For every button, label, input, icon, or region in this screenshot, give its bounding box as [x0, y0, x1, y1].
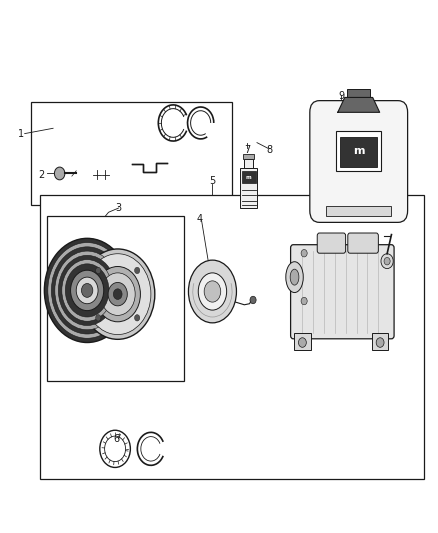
Text: 3: 3 — [116, 203, 122, 213]
Circle shape — [51, 247, 123, 334]
Circle shape — [76, 277, 98, 304]
Circle shape — [95, 267, 101, 273]
Circle shape — [62, 260, 113, 321]
FancyBboxPatch shape — [348, 233, 378, 253]
Circle shape — [58, 255, 116, 326]
Text: 6: 6 — [113, 434, 120, 445]
Text: 9: 9 — [338, 91, 344, 101]
Circle shape — [55, 251, 120, 330]
Text: 1: 1 — [18, 128, 24, 139]
FancyBboxPatch shape — [317, 233, 346, 253]
Circle shape — [81, 249, 155, 340]
Circle shape — [65, 264, 109, 317]
Text: m: m — [353, 146, 364, 156]
Bar — [347, 89, 370, 98]
Bar — [336, 131, 381, 171]
FancyBboxPatch shape — [290, 245, 394, 339]
Polygon shape — [338, 98, 380, 112]
Ellipse shape — [290, 269, 299, 285]
Polygon shape — [132, 160, 143, 165]
Circle shape — [384, 257, 390, 265]
Circle shape — [298, 338, 306, 348]
Polygon shape — [149, 163, 166, 172]
Circle shape — [85, 254, 151, 335]
Circle shape — [48, 243, 127, 338]
Text: 2: 2 — [39, 169, 45, 180]
Bar — [46, 216, 184, 381]
Bar — [240, 168, 258, 208]
Bar — [31, 102, 232, 205]
Ellipse shape — [204, 281, 221, 302]
Text: 4: 4 — [196, 214, 202, 224]
Bar — [326, 206, 392, 216]
Circle shape — [81, 284, 93, 297]
Circle shape — [44, 238, 130, 343]
Bar — [340, 138, 377, 166]
Circle shape — [54, 167, 65, 180]
Ellipse shape — [286, 262, 303, 293]
Circle shape — [134, 314, 140, 321]
Circle shape — [93, 169, 101, 179]
Circle shape — [381, 254, 393, 269]
Circle shape — [250, 296, 256, 304]
Text: 5: 5 — [209, 176, 215, 187]
Bar — [242, 171, 256, 183]
Circle shape — [100, 273, 135, 316]
Bar — [243, 154, 254, 159]
Bar — [294, 334, 311, 351]
Circle shape — [95, 314, 101, 321]
Ellipse shape — [198, 273, 226, 310]
Circle shape — [301, 297, 307, 305]
Text: 8: 8 — [266, 144, 272, 155]
Text: 7: 7 — [244, 144, 251, 155]
Circle shape — [71, 270, 104, 311]
Bar — [244, 159, 253, 168]
Circle shape — [301, 249, 307, 257]
Bar — [372, 334, 389, 351]
Circle shape — [95, 266, 141, 322]
Text: m: m — [246, 175, 251, 180]
Circle shape — [113, 289, 122, 300]
Circle shape — [102, 169, 110, 179]
Circle shape — [108, 282, 127, 306]
FancyBboxPatch shape — [310, 101, 408, 222]
Circle shape — [134, 267, 140, 273]
Ellipse shape — [188, 260, 237, 323]
Bar — [40, 195, 424, 479]
Circle shape — [376, 338, 384, 348]
